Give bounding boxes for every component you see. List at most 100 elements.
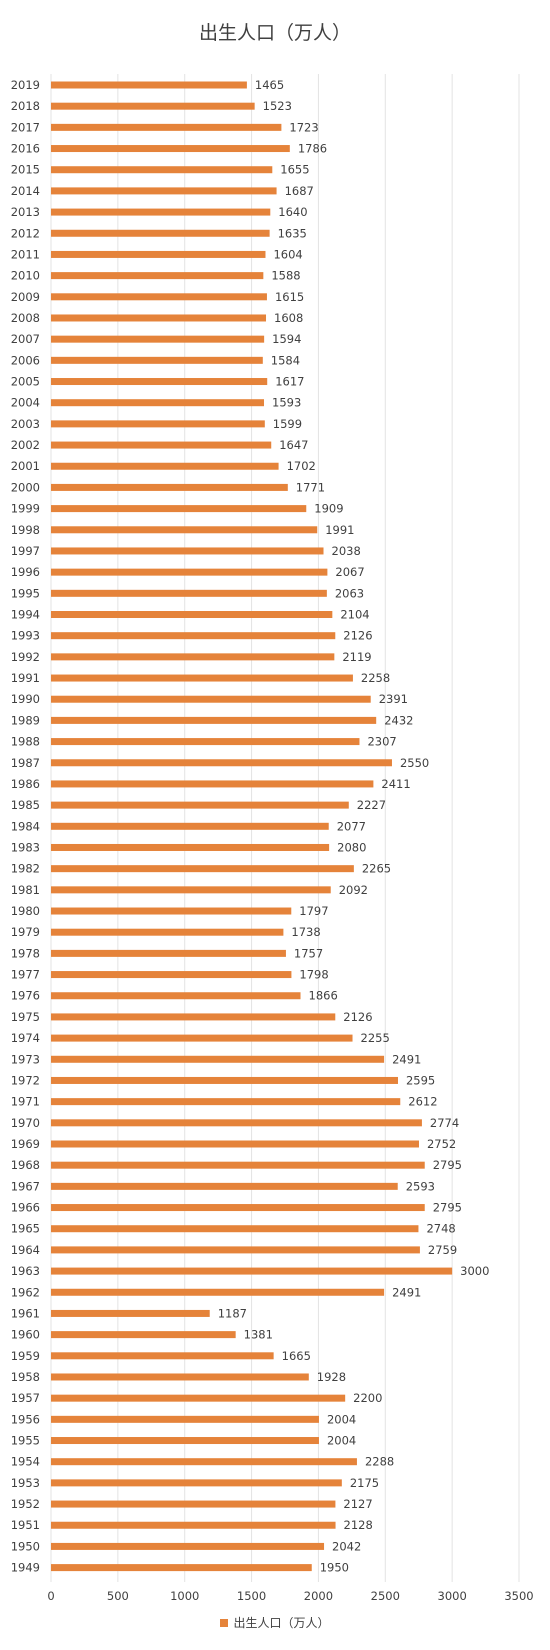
bar xyxy=(51,971,292,979)
data-label: 1757 xyxy=(294,946,323,960)
data-label: 1866 xyxy=(309,989,338,1003)
y-tick-label: 1972 xyxy=(11,1073,40,1087)
data-label: 1187 xyxy=(218,1306,247,1320)
data-label: 1723 xyxy=(289,120,318,134)
bar xyxy=(51,780,374,788)
data-label: 2080 xyxy=(337,840,366,854)
data-label: 1584 xyxy=(271,353,300,367)
data-label: 1786 xyxy=(298,142,327,156)
data-label: 2092 xyxy=(339,883,368,897)
x-tick-label: 0 xyxy=(47,1589,54,1603)
y-tick-label: 2000 xyxy=(11,480,40,494)
bar xyxy=(51,441,272,449)
data-label: 2042 xyxy=(332,1539,361,1553)
data-label: 1909 xyxy=(314,502,343,516)
data-label: 2593 xyxy=(406,1179,435,1193)
y-tick-label: 1960 xyxy=(11,1328,40,1342)
y-tick-label: 1975 xyxy=(11,1010,40,1024)
data-label: 1635 xyxy=(278,226,307,240)
data-label: 1599 xyxy=(273,417,302,431)
bar xyxy=(51,589,327,597)
data-label: 2258 xyxy=(361,671,390,685)
bar xyxy=(51,928,284,936)
y-tick-label: 1974 xyxy=(11,1031,40,1045)
data-label: 2063 xyxy=(335,586,364,600)
data-label: 2265 xyxy=(362,862,391,876)
bar xyxy=(51,716,377,724)
y-tick-label: 1968 xyxy=(11,1158,40,1172)
y-tick-label: 2004 xyxy=(11,396,40,410)
bar xyxy=(51,378,268,386)
y-tick-label: 2002 xyxy=(11,438,40,452)
x-tick-label: 2500 xyxy=(371,1589,400,1603)
bar xyxy=(51,123,282,131)
y-tick-label: 1967 xyxy=(11,1179,40,1193)
data-label: 1797 xyxy=(299,904,328,918)
bar xyxy=(51,1564,312,1572)
y-tick-label: 1952 xyxy=(11,1497,40,1511)
data-label: 2391 xyxy=(379,692,408,706)
y-tick-label: 2012 xyxy=(11,226,40,240)
data-label: 1593 xyxy=(272,396,301,410)
y-tick-label: 2014 xyxy=(11,184,40,198)
data-label: 1647 xyxy=(279,438,308,452)
y-tick-label: 1956 xyxy=(11,1412,40,1426)
data-label: 1991 xyxy=(325,523,354,537)
y-tick-label: 2019 xyxy=(11,78,40,92)
data-label: 1738 xyxy=(291,925,320,939)
bar xyxy=(51,462,279,470)
y-tick-label: 2010 xyxy=(11,269,40,283)
data-label: 1608 xyxy=(274,311,303,325)
y-tick-label: 1951 xyxy=(11,1518,40,1532)
bar xyxy=(51,568,328,576)
data-label: 2004 xyxy=(327,1412,356,1426)
bar xyxy=(51,1267,453,1275)
data-label: 1465 xyxy=(255,78,284,92)
y-tick-label: 1982 xyxy=(11,862,40,876)
y-tick-label: 1987 xyxy=(11,756,40,770)
y-tick-label: 1978 xyxy=(11,946,40,960)
bar xyxy=(51,611,333,618)
data-label: 2288 xyxy=(365,1455,394,1469)
y-tick-label: 1989 xyxy=(11,713,40,727)
y-tick-label: 2015 xyxy=(11,163,40,177)
bar xyxy=(51,102,255,110)
data-label: 1604 xyxy=(273,247,302,261)
y-tick-label: 2009 xyxy=(11,290,40,304)
y-tick-label: 1994 xyxy=(11,608,40,622)
data-label: 2175 xyxy=(350,1476,379,1490)
bar xyxy=(51,738,360,746)
y-tick-label: 1961 xyxy=(11,1306,40,1320)
data-label: 2128 xyxy=(344,1518,373,1532)
y-tick-label: 1954 xyxy=(11,1455,40,1469)
y-tick-label: 1990 xyxy=(11,692,40,706)
bar xyxy=(51,886,331,894)
data-label: 2795 xyxy=(433,1158,462,1172)
data-label: 2038 xyxy=(332,544,361,558)
bar xyxy=(51,250,266,258)
data-label: 2752 xyxy=(427,1137,456,1151)
bar xyxy=(51,949,286,957)
data-label: 2127 xyxy=(343,1497,372,1511)
y-tick-label: 2018 xyxy=(11,99,40,113)
x-tick-label: 500 xyxy=(107,1589,129,1603)
x-tick-label: 1000 xyxy=(170,1589,199,1603)
data-label: 1798 xyxy=(299,968,328,982)
y-tick-label: 1971 xyxy=(11,1095,40,1109)
y-tick-label: 1963 xyxy=(11,1264,40,1278)
y-tick-label: 1998 xyxy=(11,523,40,537)
bar xyxy=(51,843,330,851)
data-label: 1615 xyxy=(275,290,304,304)
data-label: 1594 xyxy=(272,332,301,346)
legend-label: 出生人口（万人） xyxy=(233,1616,330,1630)
bar xyxy=(51,1098,401,1106)
x-tick-label: 3000 xyxy=(438,1589,467,1603)
data-label: 1640 xyxy=(278,205,307,219)
y-tick-label: 1965 xyxy=(11,1222,40,1236)
bar xyxy=(51,865,354,873)
bar xyxy=(51,695,371,703)
data-label: 2491 xyxy=(392,1285,421,1299)
bar xyxy=(51,399,265,407)
bar xyxy=(51,1119,422,1127)
y-tick-label: 2016 xyxy=(11,142,40,156)
